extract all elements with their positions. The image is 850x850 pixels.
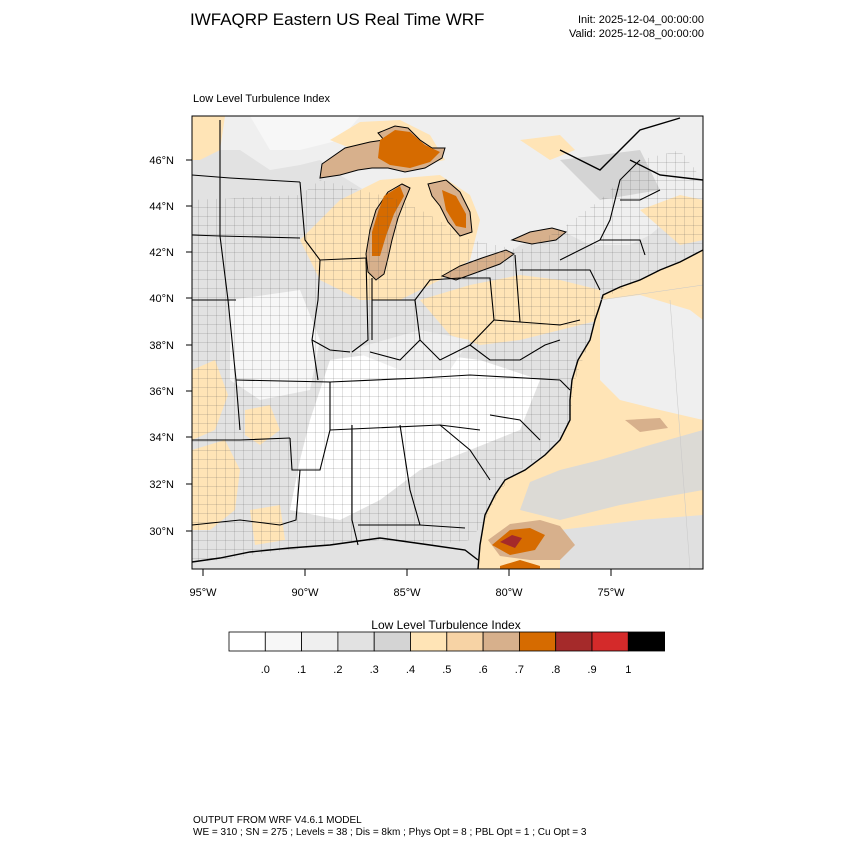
colorbar-swatch — [410, 631, 448, 652]
ocean-gray-band — [520, 430, 703, 520]
colorbar-label: .6 — [479, 664, 488, 676]
lat-label-32: 32°N — [149, 479, 174, 491]
colorbar-swatch — [337, 631, 375, 652]
time-info: Init: 2025-12-04_00:00:00 Valid: 2025-12… — [569, 13, 704, 41]
lat-label-40: 40°N — [149, 293, 174, 305]
state-boundaries — [192, 120, 661, 546]
lat-label-46: 46°N — [149, 155, 174, 167]
colorbar-label: .3 — [370, 664, 379, 676]
colorbar-label: .9 — [587, 664, 596, 676]
gulf-stream-south — [500, 560, 540, 569]
lat-label-42: 42°N — [149, 247, 174, 259]
lon-label-85: 85°W — [393, 587, 421, 599]
valid-time: Valid: 2025-12-08_00:00:00 — [569, 28, 704, 40]
lon-label-80: 80°W — [495, 587, 523, 599]
colorbar-swatch — [446, 631, 484, 652]
lake-huron-core — [442, 190, 466, 228]
map-subtitle: Low Level Turbulence Index — [193, 93, 330, 105]
longitude-axis: 95°W 90°W 85°W 80°W 75°W — [189, 569, 625, 599]
map-frame — [191, 115, 704, 570]
ocean-gray-south — [560, 515, 703, 569]
colorbar-label: .8 — [551, 664, 560, 676]
colorbar-title: Low Level Turbulence Index — [371, 618, 521, 632]
canada-tan-2 — [520, 135, 575, 160]
colorbar-swatch — [482, 631, 520, 652]
lon-label-90: 90°W — [291, 587, 319, 599]
map-area — [192, 116, 703, 569]
latitude-axis: 46°N 44°N 42°N 40°N 38°N 36°N 34°N 32°N … — [149, 155, 192, 538]
colorbar-swatch — [264, 631, 302, 652]
colorbar-label: .2 — [333, 664, 342, 676]
lat-label-34: 34°N — [149, 432, 174, 444]
colorbar-swatch — [373, 631, 411, 652]
colorbar-swatch — [228, 631, 266, 652]
lon-label-75: 75°W — [597, 587, 625, 599]
lat-ticks — [186, 159, 192, 532]
colorbar-swatch — [627, 631, 665, 652]
lat-label-44: 44°N — [149, 201, 174, 213]
lat-label-38: 38°N — [149, 340, 174, 352]
colorbar-label: .7 — [515, 664, 524, 676]
gulf-stream-red — [500, 535, 522, 548]
plot-title: IWFAQRP Eastern US Real Time WRF — [190, 10, 485, 29]
plains-tan — [192, 116, 225, 160]
ocean-light-east — [600, 295, 703, 420]
colorbar-label: .5 — [442, 664, 451, 676]
lon-ticks — [202, 569, 612, 576]
coastlines — [192, 117, 703, 569]
lat-label-36: 36°N — [149, 386, 174, 398]
colorbar-swatch — [591, 631, 629, 652]
colorbar: .0 .1 .2 .3 .4 .5 .6 .7 .8 .9 1 — [228, 631, 665, 676]
lat-label-30: 30°N — [149, 526, 174, 538]
init-time: Init: 2025-12-04_00:00:00 — [578, 14, 704, 26]
colorbar-swatch — [301, 631, 339, 652]
canada-light — [250, 116, 360, 150]
lon-label-95: 95°W — [189, 587, 217, 599]
ocean-tan-patch — [625, 418, 668, 432]
footer-config: WE = 310 ; SN = 275 ; Levels = 38 ; Dis … — [193, 827, 587, 838]
colorbar-swatch — [519, 631, 557, 652]
colorbar-label: .1 — [297, 664, 306, 676]
colorbar-swatch — [555, 631, 593, 652]
footer-model: OUTPUT FROM WRF V4.6.1 MODEL — [193, 815, 362, 826]
graticule — [599, 284, 703, 569]
colorbar-label: 1 — [625, 664, 631, 676]
colorbar-label: .0 — [261, 664, 270, 676]
footer: OUTPUT FROM WRF V4.6.1 MODEL WE = 310 ; … — [193, 815, 586, 839]
lake-superior-core — [378, 130, 440, 168]
colorbar-label: .4 — [406, 664, 415, 676]
